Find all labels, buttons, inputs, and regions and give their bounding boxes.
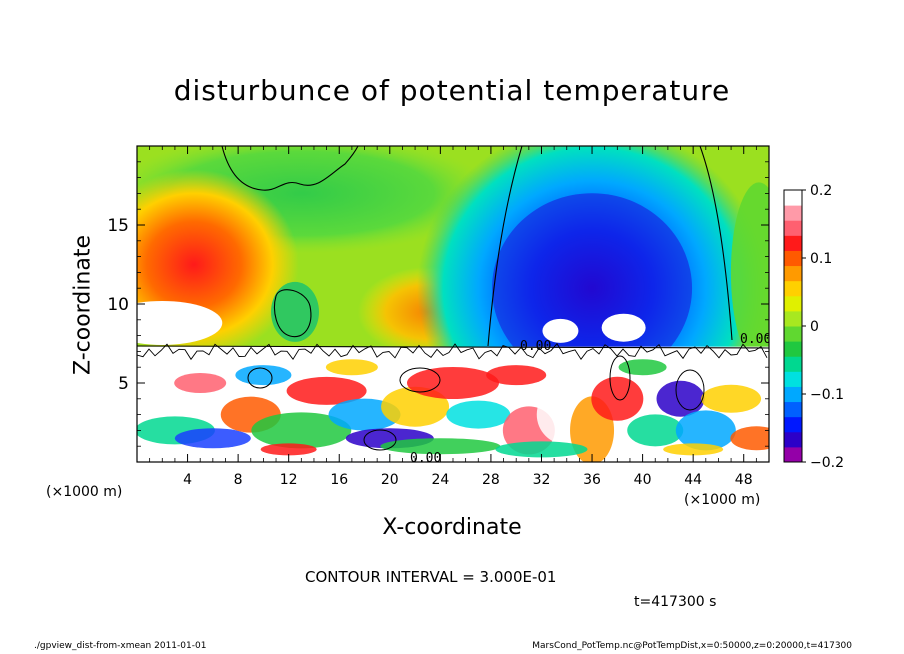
contour-line [675, 369, 705, 411]
contour-line [273, 289, 312, 338]
colorbar-swatch [784, 250, 802, 267]
x-unit-label-left: (×1000 m) [46, 484, 123, 500]
colorbar-tick-label: −0.2 [810, 455, 844, 471]
y-axis-ticks: 5 10 15 [107, 161, 769, 447]
colorbar-swatch [784, 386, 802, 403]
x-axis-ticks: 4 8 12 16 20 24 28 32 36 40 44 48 [149, 146, 757, 488]
turbulent-cell [701, 384, 762, 413]
colorbar-swatch [784, 265, 802, 282]
colorbar-tick-label: 0.2 [810, 183, 832, 199]
footer-right: MarsCond_PotTemp.nc@PotTempDist,x=0:5000… [532, 641, 852, 651]
x-tick-label: 12 [280, 472, 298, 488]
contour-label: 0.00 [520, 339, 551, 354]
x-axis-label: X-coordinate [382, 515, 522, 540]
turbulent-cell [730, 426, 769, 451]
colorbar-swatch [784, 220, 802, 236]
turbulent-cell [407, 367, 499, 399]
time-label: t=417300 s [634, 594, 717, 610]
colorbar-tick-label: −0.1 [810, 387, 844, 403]
contour-interval-text: CONTOUR INTERVAL = 3.000E-01 [305, 568, 557, 586]
white-saturated-right-2 [601, 313, 646, 342]
colorbar-swatch [784, 401, 802, 418]
x-tick-label: 48 [735, 472, 753, 488]
turbulent-cell [656, 380, 705, 417]
turbulent-cell [618, 359, 667, 376]
x-tick-label: 36 [583, 472, 601, 488]
contour-line [221, 146, 359, 191]
colorbar-swatch [784, 371, 802, 387]
colorbar-swatch [784, 326, 802, 342]
turbulent-cell [174, 373, 227, 393]
turbulent-cell [380, 438, 501, 455]
cold-core [492, 193, 693, 384]
x-tick-label: 8 [234, 472, 243, 488]
footer-left: ./gpview_dist-from-xmean 2011-01-01 [34, 641, 207, 651]
contour-line [609, 355, 631, 401]
x-tick-label: 16 [330, 472, 348, 488]
colorbar-tick-label: 0.1 [810, 251, 832, 267]
turbulent-cell [446, 400, 511, 429]
turbulent-cell [627, 414, 684, 447]
turbulent-cell [286, 376, 367, 405]
x-tick-label: 20 [381, 472, 399, 488]
colorbar-swatch [784, 310, 802, 327]
contour-line [487, 146, 523, 347]
contour-line [399, 367, 441, 393]
colorbar-swatch [784, 295, 802, 312]
contour-line [699, 146, 733, 341]
heatmap-field: 0.00 0.00 0.00 [137, 146, 771, 466]
contour-line [363, 429, 397, 451]
colorbar-tick-label: 0 [810, 319, 819, 335]
colorbar-swatch [784, 356, 802, 372]
turbulent-cell [251, 412, 352, 449]
turbulent-cell [174, 428, 251, 449]
colorbar-swatch [784, 341, 802, 357]
x-tick-label: 24 [431, 472, 449, 488]
turbulent-cell [495, 441, 588, 458]
colorbar-swatch [784, 205, 802, 221]
green-blob-center [271, 281, 319, 342]
turbulent-cell [260, 443, 317, 456]
x-tick-label: 44 [684, 472, 702, 488]
colorbar: 0.2 0.1 0 −0.1 −0.2 [783, 183, 844, 471]
contour-line [247, 367, 273, 389]
turbulent-cell [663, 443, 724, 456]
x-tick-label: 40 [634, 472, 652, 488]
colorbar-swatch [784, 235, 802, 251]
chart-title: disturbunce of potential temperature [173, 74, 731, 107]
turbulent-cell [235, 365, 292, 386]
colorbar-swatch [784, 416, 802, 433]
x-tick-label: 32 [533, 472, 551, 488]
turbulent-cell [675, 410, 736, 451]
turbulent-cell [486, 365, 547, 386]
white-saturated-left [137, 300, 223, 345]
y-tick-label: 5 [118, 374, 129, 394]
x-tick-label: 28 [482, 472, 500, 488]
colorbar-swatch [784, 280, 802, 297]
colorbar-swatch [784, 446, 802, 463]
contour-label: 0.00 [740, 332, 771, 347]
white-saturated-right-1 [542, 318, 579, 343]
colorbar-swatch [784, 431, 802, 448]
contour-line [137, 342, 768, 361]
y-tick-label: 15 [107, 216, 129, 236]
contour-label: 0.00 [410, 451, 441, 466]
x-tick-label: 4 [183, 472, 192, 488]
x-unit-label-right: (×1000 m) [684, 492, 761, 508]
green-edge-right [730, 182, 769, 363]
y-tick-label: 10 [107, 295, 129, 315]
turbulent-cell [325, 359, 378, 376]
colorbar-swatch [784, 190, 802, 206]
